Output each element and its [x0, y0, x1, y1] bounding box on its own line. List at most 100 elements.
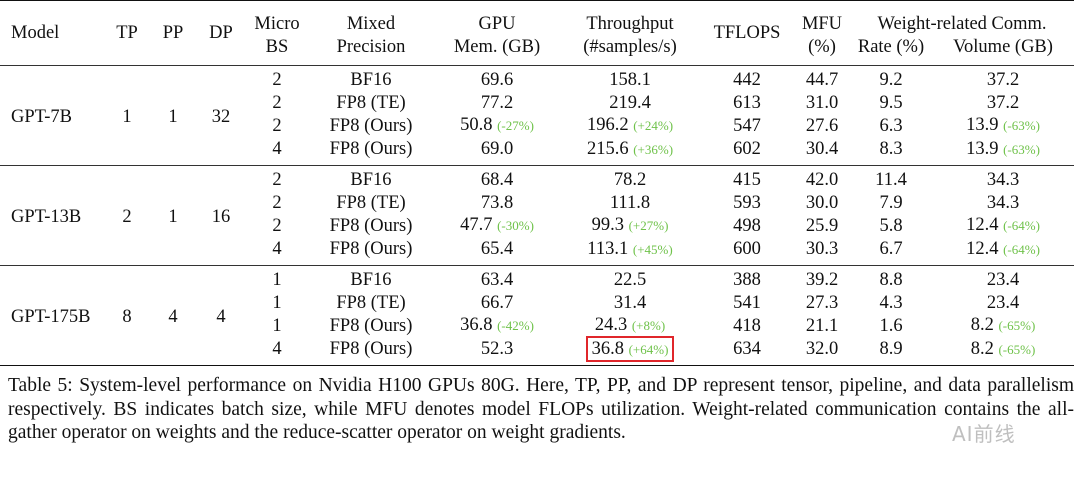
tp-value: 2 — [122, 206, 132, 227]
mfu-cell: 21.1 — [805, 315, 839, 336]
throughput-change: (+64%) — [628, 341, 669, 357]
throughput-cell: 219.4 — [560, 92, 700, 115]
header-mfu-2: (%) — [808, 36, 836, 57]
micro-bs-cell: 2 — [272, 115, 282, 136]
comm-volume-change: (-64%) — [1003, 241, 1040, 257]
mfu-cell: 30.3 — [805, 239, 839, 259]
mfu-cell: 42.0 — [805, 170, 839, 190]
table-row: GPT-7B 1 1 32 2 BF16 69.6 158.1 442 44.7 9.2 37.2 — [0, 65, 1075, 127]
gpu-mem-value: 36.8 — [460, 315, 493, 335]
caption-text: Table 5: System-level performance on Nvi… — [8, 375, 1074, 443]
header-micro-bs-1: Micro — [254, 14, 300, 34]
tflops-cell: 388 — [733, 270, 761, 290]
precision-cell: FP8 (TE) — [336, 92, 406, 113]
comm-volume-value: 23.4 — [986, 270, 1020, 290]
table-row: 2 FP8 (Ours) 50.8 (-27%) 196.2 (+24%) 547 27.… — [0, 114, 1074, 138]
comm-volume-value: 12.4 — [966, 215, 999, 235]
pp-value: 1 — [168, 106, 178, 127]
comm-volume-cell: 23.4 — [932, 266, 1074, 292]
gpu-mem-cell: 77.2 — [434, 92, 560, 115]
gpu-mem-change: (-30%) — [497, 218, 534, 233]
gpu-mem-value: 52.3 — [480, 339, 514, 359]
throughput-value: 215.6 — [586, 138, 629, 159]
table-row: 2 FP8 (TE) 73.8 111.8 593 30.0 7.9 34.3 — [0, 192, 1074, 215]
micro-bs-cell: 1 — [272, 315, 282, 336]
gpu-mem-cell: 50.8 (-27%) — [434, 114, 560, 138]
tflops-cell: 593 — [733, 192, 761, 213]
table-row: 2 FP8 (TE) 77.2 219.4 613 31.0 9.5 37.2 — [0, 92, 1074, 115]
comm-volume-change: (-63%) — [1003, 141, 1040, 157]
gpu-mem-value: 73.8 — [480, 192, 514, 213]
throughput-value: 31.4 — [613, 292, 647, 313]
gpu-mem-cell: 69.6 — [434, 66, 560, 92]
throughput-change: (+36%) — [633, 141, 674, 157]
header-row-2: BS Precision Mem. (GB) (#samples/s) (%) … — [0, 36, 1074, 66]
gpu-mem-cell: 68.4 — [434, 166, 560, 192]
gpu-mem-change: (-27%) — [497, 118, 534, 133]
mfu-cell: 27.3 — [805, 292, 839, 313]
comm-volume-value: 23.4 — [986, 292, 1020, 313]
comm-volume-value: 8.2 — [970, 338, 994, 359]
precision-cell: FP8 (Ours) — [329, 139, 413, 159]
table-row: 4 FP8 (Ours) 69.0 215.6 (+36%) 602 30.4 8.3 13.… — [0, 138, 1074, 166]
throughput-change: (+24%) — [633, 118, 674, 133]
micro-bs-cell: 4 — [272, 139, 282, 159]
comm-rate-cell: 7.9 — [879, 192, 903, 213]
gpu-mem-value: 63.4 — [480, 270, 514, 290]
table-row: 4 FP8 (Ours) 52.3 36.8 (+64%) 634 32.0 8.9 8.2 … — [0, 335, 1075, 366]
gpu-mem-cell: 65.4 — [434, 238, 560, 266]
comm-volume-cell: 34.3 — [932, 166, 1074, 192]
mfu-cell: 44.7 — [805, 70, 839, 90]
header-mfu-1: MFU — [801, 14, 843, 34]
throughput-cell: 22.5 — [560, 266, 700, 292]
precision-cell: FP8 (Ours) — [329, 339, 413, 359]
mfu-cell: 25.9 — [805, 215, 839, 236]
micro-bs-cell: 2 — [272, 92, 282, 113]
comm-volume-change: (-64%) — [1003, 218, 1040, 233]
throughput-cell: 31.4 — [560, 292, 700, 315]
tflops-cell: 418 — [733, 315, 761, 336]
header-tp: TP — [116, 22, 138, 43]
performance-table: Model TP PP DP Micro Mixed GPU Throughpu… — [0, 0, 1075, 366]
header-gpu-mem-1: GPU — [478, 14, 516, 34]
comm-volume-value: 13.9 — [966, 115, 999, 135]
throughput-value: 219.4 — [609, 92, 651, 113]
gpu-mem-cell: 73.8 — [434, 192, 560, 215]
comm-volume-value: 8.2 — [970, 315, 994, 335]
table-row: 1 FP8 (Ours) 36.8 (-42%) 24.3 (+8%) 418 21.1 1… — [0, 314, 1074, 338]
dp-value: 32 — [211, 106, 231, 127]
tflops-cell: 498 — [733, 215, 761, 236]
tflops-cell: 541 — [733, 292, 761, 313]
tflops-cell: 547 — [733, 115, 761, 136]
comm-volume-value: 12.4 — [966, 238, 999, 259]
comm-rate-cell: 8.9 — [879, 339, 903, 359]
throughput-value: 111.8 — [609, 192, 651, 213]
mfu-cell: 30.4 — [805, 139, 839, 159]
header-precision-1: Mixed — [346, 14, 396, 34]
pp-value: 1 — [168, 206, 178, 227]
gpu-mem-cell: 36.8 (-42%) — [434, 314, 560, 338]
header-gpu-mem-2: Mem. (GB) — [453, 36, 541, 57]
comm-rate-cell: 5.8 — [879, 215, 903, 236]
throughput-value: 36.8 — [591, 338, 624, 359]
gpu-mem-value: 66.7 — [480, 292, 514, 313]
pp-value: 4 — [168, 306, 178, 327]
micro-bs-cell: 2 — [272, 70, 282, 90]
throughput-change: (+45%) — [632, 241, 673, 257]
gpu-mem-value: 68.4 — [480, 170, 514, 190]
gpu-mem-cell: 63.4 — [434, 266, 560, 292]
micro-bs-cell: 1 — [272, 270, 282, 290]
dp-value: 16 — [211, 206, 231, 227]
table-row: 4 FP8 (Ours) 65.4 113.1 (+45%) 600 30.3 6.7 12.… — [0, 238, 1074, 266]
precision-cell: BF16 — [350, 70, 392, 90]
comm-volume-value: 34.3 — [986, 170, 1020, 190]
mfu-cell: 30.0 — [805, 192, 839, 213]
comm-volume-cell: 37.2 — [932, 92, 1074, 115]
header-throughput-1: Throughput — [586, 14, 674, 34]
micro-bs-cell: 2 — [272, 192, 282, 213]
precision-cell: FP8 (Ours) — [329, 315, 413, 336]
precision-cell: BF16 — [350, 170, 392, 190]
comm-rate-cell: 1.6 — [879, 315, 903, 336]
throughput-cell: 36.8 (+64%) — [560, 335, 700, 366]
comm-volume-value: 37.2 — [986, 70, 1020, 90]
